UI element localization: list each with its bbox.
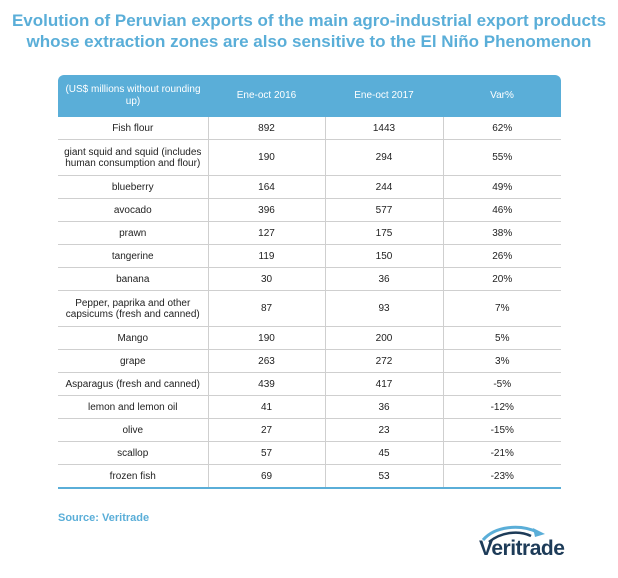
table-row: frozen fish 69 53 -23%	[58, 464, 561, 488]
table-row: blueberry 164 244 49%	[58, 175, 561, 199]
table-row: Asparagus (fresh and canned) 439 417 -5%	[58, 372, 561, 396]
exports-table-container: (US$ millions without rounding up) Ene-o…	[58, 75, 561, 489]
cell-variation: 46%	[442, 198, 561, 222]
cell-value-2016: 164	[207, 175, 325, 199]
table-row: Mango 190 200 5%	[58, 326, 561, 350]
cell-value-2017: 200	[324, 326, 443, 350]
cell-variation: 62%	[442, 117, 561, 140]
table-row: giant squid and squid (includes human co…	[58, 139, 561, 176]
cell-value-2016: 127	[207, 221, 325, 245]
cell-variation: -23%	[442, 464, 561, 488]
cell-variation: 7%	[442, 290, 561, 327]
logo-swoosh-icon	[481, 525, 545, 543]
cell-variation: 55%	[442, 139, 561, 176]
table-body: Fish flour 892 1443 62% giant squid and squi…	[58, 117, 561, 488]
cell-value-2017: 150	[324, 244, 443, 268]
cell-value-2016: 892	[207, 117, 325, 140]
header-cell-2017: Ene-oct 2017	[325, 75, 443, 117]
cell-value-2017: 23	[324, 418, 443, 442]
cell-product: blueberry	[58, 175, 208, 199]
cell-value-2017: 45	[324, 441, 443, 465]
cell-product: tangerine	[58, 244, 208, 268]
cell-value-2017: 175	[324, 221, 443, 245]
cell-value-2017: 36	[324, 395, 443, 419]
cell-value-2016: 41	[207, 395, 325, 419]
cell-product: frozen fish	[109, 470, 156, 482]
title-line-2: whose extraction zones are also sensitiv…	[26, 32, 592, 51]
header-cell-2016: Ene-oct 2016	[208, 75, 325, 117]
table-row: tangerine 119 150 26%	[58, 244, 561, 268]
table-row: scallop 57 45 -21%	[58, 441, 561, 465]
cell-value-2016: 190	[207, 139, 325, 176]
cell-value-2017: 294	[324, 139, 443, 176]
table-row: banana 30 36 20%	[58, 267, 561, 291]
cell-value-2016: 119	[207, 244, 325, 268]
cell-value-2017: 577	[324, 198, 443, 222]
table-row: Fish flour 892 1443 62%	[58, 117, 561, 140]
cell-product: scallop	[58, 441, 208, 465]
cell-variation: 49%	[442, 175, 561, 199]
header-row: (US$ millions without rounding up) Ene-o…	[58, 75, 561, 117]
cell-product: lemon and lemon oil	[58, 395, 208, 419]
cell-value-2016: 87	[207, 290, 325, 327]
cell-value-2016: 190	[207, 326, 325, 350]
cell-variation: -12%	[442, 395, 561, 419]
table-row: prawn 127 175 38%	[58, 221, 561, 245]
cell-variation: -21%	[442, 441, 561, 465]
cell-value-2017: 272	[324, 349, 443, 373]
cell-value-2016: 69	[207, 464, 325, 488]
cell-value-2017: 244	[324, 175, 443, 199]
cell-product: avocado	[58, 198, 208, 222]
cell-value-2016: 439	[207, 372, 325, 396]
table-row: lemon and lemon oil 41 36 -12%	[58, 395, 561, 419]
cell-value-2017: 1443	[324, 117, 443, 140]
table-row: Pepper, paprika and other capsicums (fre…	[58, 290, 561, 327]
cell-value-2016: 27	[207, 418, 325, 442]
cell-product: Mango	[58, 326, 208, 350]
chart-title: Evolution of Peruvian exports of the mai…	[0, 10, 618, 52]
cell-variation: 3%	[442, 349, 561, 373]
cell-value-2017: 417	[324, 372, 443, 396]
title-line-1: Evolution of Peruvian exports of the mai…	[11, 11, 607, 30]
cell-value-2016: 30	[207, 267, 325, 291]
source-note: Source: Veritrade	[58, 512, 150, 524]
cell-variation: 38%	[442, 221, 561, 245]
cell-product: Pepper, paprika and other capsicums (fre…	[58, 290, 208, 327]
cell-value-2016: 263	[207, 349, 325, 373]
cell-variation: -5%	[442, 372, 561, 396]
cell-product: prawn	[58, 221, 208, 245]
table-row: avocado 396 577 46%	[58, 198, 561, 222]
veritrade-logo: Veritrade	[475, 524, 565, 570]
exports-table: (US$ millions without rounding up) Ene-o…	[58, 75, 561, 489]
header-cell-var: Var%	[443, 75, 561, 117]
cell-product: grape	[58, 349, 208, 373]
header-cell-product: (US$ millions without rounding up)	[58, 75, 208, 117]
cell-value-2017: 36	[324, 267, 443, 291]
cell-variation: 5%	[442, 326, 561, 350]
cell-value-2017: 93	[324, 290, 443, 327]
cell-product: olive	[58, 418, 208, 442]
cell-variation: 26%	[442, 244, 561, 268]
cell-value-2016: 396	[207, 198, 325, 222]
table-row: grape 263 272 3%	[58, 349, 561, 373]
cell-value-2017: 53	[324, 464, 443, 488]
cell-product: giant squid and squid (includes human co…	[58, 139, 208, 176]
cell-product: Asparagus (fresh and canned)	[58, 372, 208, 396]
cell-value-2016: 57	[207, 441, 325, 465]
cell-variation: -15%	[442, 418, 561, 442]
cell-variation: 20%	[442, 267, 561, 291]
cell-product: Fish flour	[58, 117, 208, 140]
logo-text: Veritrade	[479, 537, 565, 560]
cell-product: banana	[58, 267, 208, 291]
table-row: olive 27 23 -15%	[58, 418, 561, 442]
